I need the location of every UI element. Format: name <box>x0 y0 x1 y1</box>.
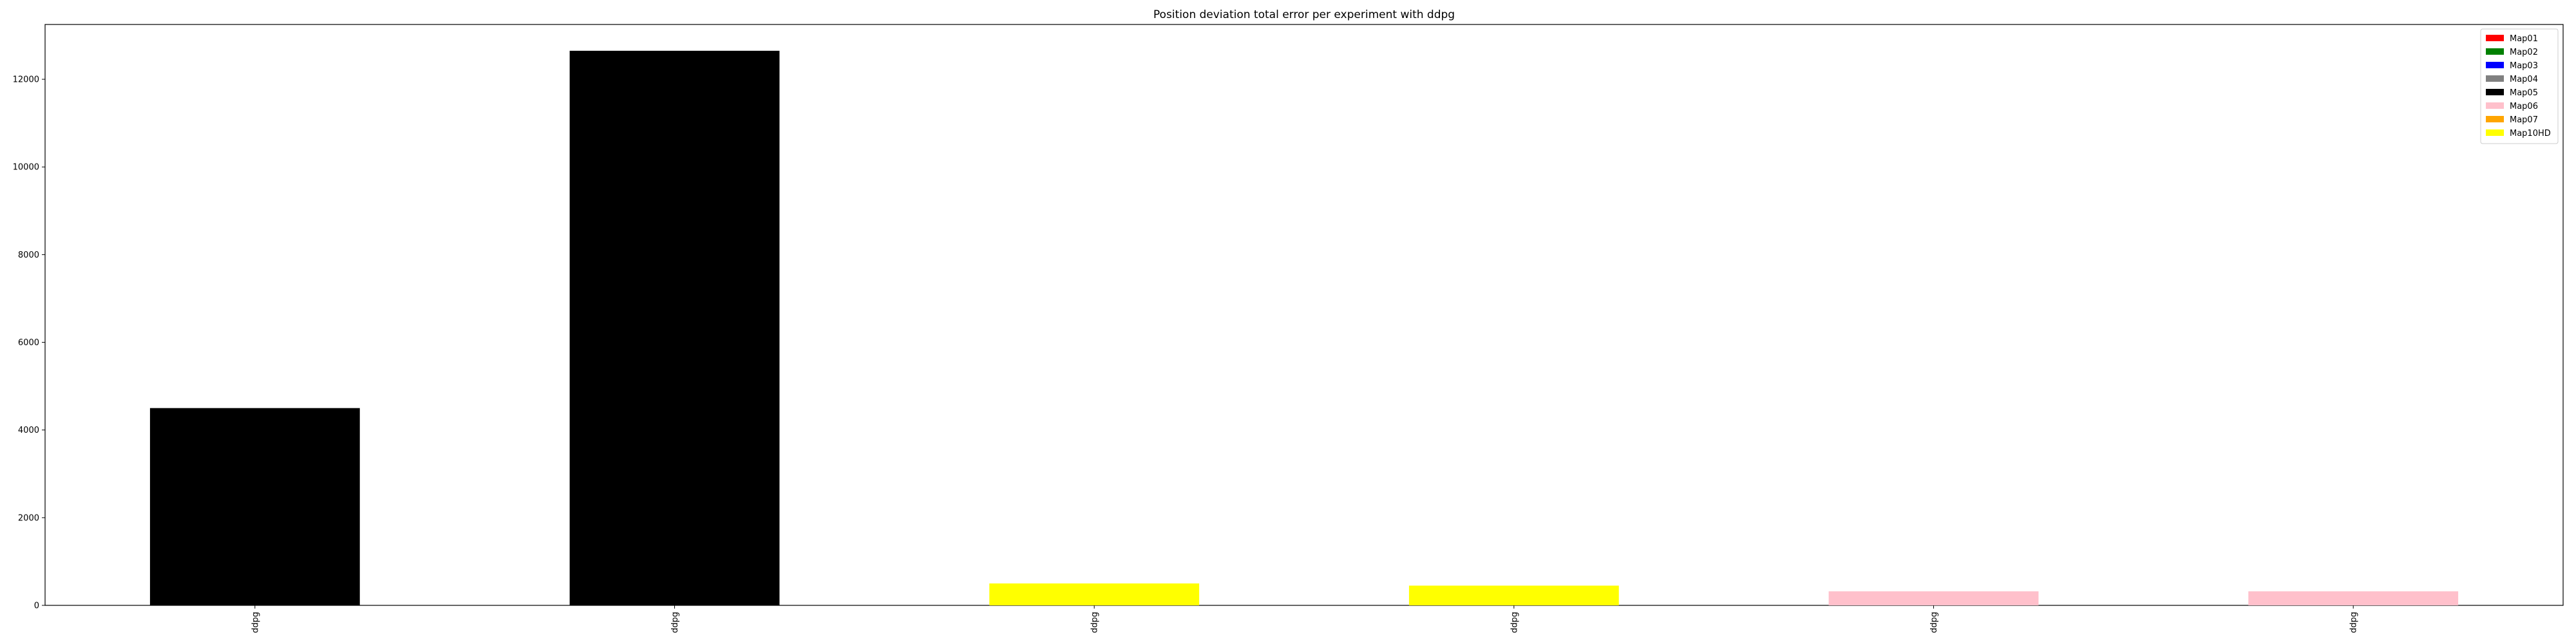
bars-group <box>149 50 2459 606</box>
y-tick-label: 12000 <box>13 75 39 85</box>
legend-swatch <box>2486 75 2504 82</box>
x-tick-label: ddpg <box>1090 612 1100 633</box>
x-tick-label: ddpg <box>251 612 260 633</box>
legend-label: Map05 <box>2510 88 2538 98</box>
legend-swatch <box>2486 35 2504 41</box>
y-tick-label: 6000 <box>18 338 39 348</box>
y-axis: 0 2000 4000 6000 8000 10000 12000 <box>13 75 45 611</box>
y-tick-label: 0 <box>34 601 39 611</box>
legend-swatch <box>2486 89 2504 95</box>
legend-swatch <box>2486 129 2504 136</box>
chart-title: Position deviation total error per exper… <box>1153 8 1455 21</box>
legend: Map01 Map02 Map03 Map04 Map05 Map06 Map07 Map10… <box>2480 28 2559 144</box>
legend-label: Map03 <box>2510 61 2538 71</box>
y-tick-label: 4000 <box>18 426 39 435</box>
legend-swatch <box>2486 116 2504 122</box>
x-tick-label: ddpg <box>670 612 680 633</box>
bar-6 <box>2248 591 2459 605</box>
x-tick-label: ddpg <box>1510 612 1519 633</box>
legend-label: Map06 <box>2510 102 2538 111</box>
y-tick-label: 8000 <box>18 251 39 260</box>
legend-label: Map07 <box>2510 115 2538 125</box>
bar-2 <box>569 50 780 606</box>
legend-label: Map02 <box>2510 48 2538 57</box>
y-tick-label: 10000 <box>13 163 39 173</box>
y-tick-label: 2000 <box>18 513 39 523</box>
legend-frame <box>2480 28 2559 144</box>
legend-swatch <box>2486 48 2504 55</box>
legend-label: Map01 <box>2510 34 2538 44</box>
plot-area-frame <box>44 24 2564 606</box>
legend-swatch <box>2486 102 2504 109</box>
legend-label: Map04 <box>2510 75 2538 84</box>
legend-swatch <box>2486 62 2504 68</box>
x-tick-label: ddpg <box>1929 612 1939 633</box>
legend-label: Map10HD <box>2510 129 2551 138</box>
x-axis: ddpg ddpg ddpg ddpg ddpg ddpg <box>251 605 2359 633</box>
bar-1 <box>149 408 360 605</box>
bar-5 <box>1828 591 2039 605</box>
bar-3 <box>989 583 1200 605</box>
bar-4 <box>1408 585 1619 605</box>
x-tick-label: ddpg <box>2349 612 2359 633</box>
